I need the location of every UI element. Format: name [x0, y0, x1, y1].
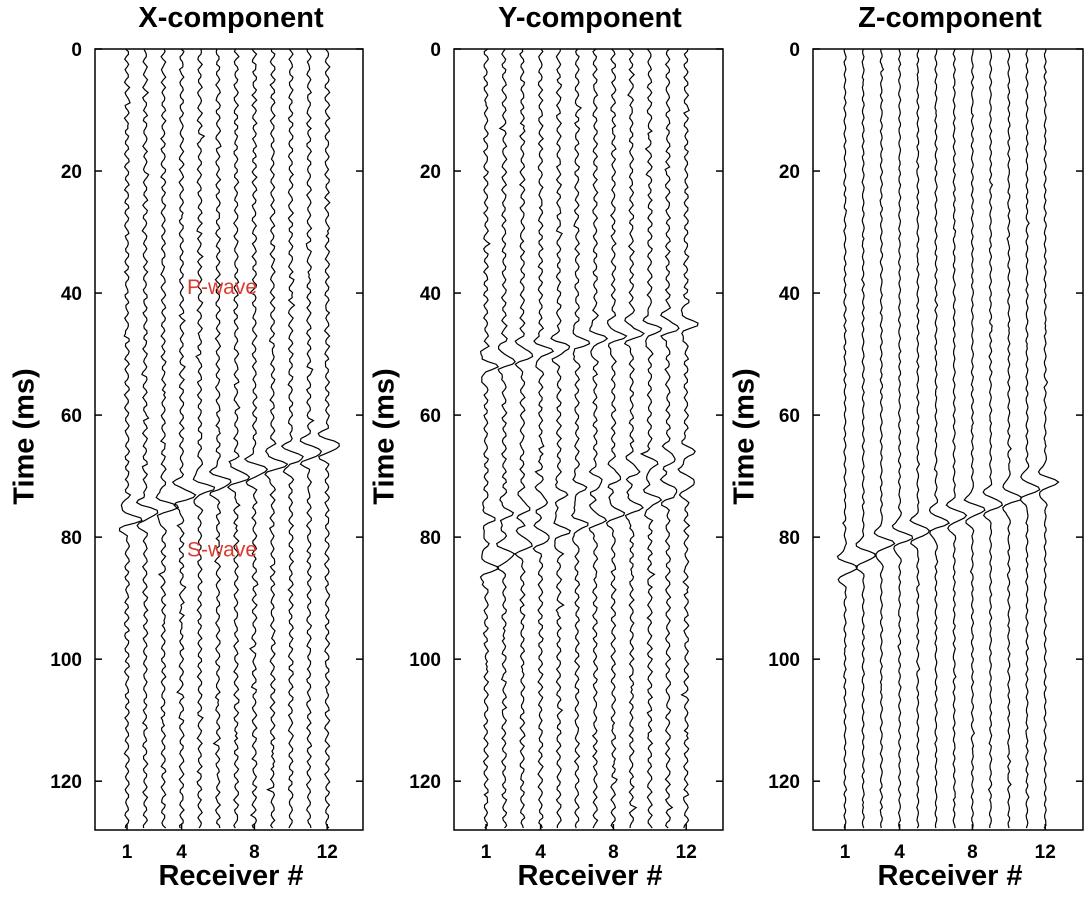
x-tick-label: 8 [608, 842, 619, 863]
x-tick-label: 8 [967, 842, 978, 863]
trace-receiver-2 [135, 48, 159, 829]
y-tick-label: 60 [420, 406, 441, 427]
panel-title-y: Y-component [498, 2, 682, 34]
panel-3: 0 20 40 60 80 100 120 1 4 8 12 [768, 40, 1084, 863]
x-tick-label: 1 [122, 842, 133, 863]
trace-receiver-2 [495, 48, 516, 829]
trace-receiver-9 [982, 48, 1004, 829]
y-tick-label: 100 [768, 650, 800, 671]
trace-receiver-4 [171, 48, 197, 829]
y-tick-label: 0 [789, 40, 800, 61]
annotation-p-wave: P-wave [187, 276, 257, 299]
y-tick-label: 40 [61, 284, 82, 305]
x-tick-label: 12 [676, 842, 697, 863]
trace-receiver-1 [118, 48, 143, 829]
trace-receiver-12 [317, 48, 340, 829]
y-tick-label: 100 [50, 650, 82, 671]
trace-receiver-11 [299, 48, 323, 829]
trace-receiver-6 [570, 48, 591, 829]
trace-receiver-8 [243, 48, 269, 829]
trace-receiver-6 [928, 48, 951, 829]
x-tick-label: 4 [176, 842, 187, 863]
x-axis-label-z: Receiver # [877, 860, 1023, 892]
y-tick-label: 40 [779, 284, 800, 305]
y-tick-label: 120 [768, 772, 800, 793]
trace-receiver-5 [192, 48, 216, 829]
panel-title-z: Z-component [858, 2, 1042, 34]
trace-receiver-9 [264, 48, 289, 829]
plot-frame [94, 48, 364, 831]
y-tick-label: 20 [779, 162, 800, 183]
trace-receiver-1 [479, 48, 500, 829]
trace-receiver-3 [514, 48, 534, 829]
x-tick-label: 12 [1035, 842, 1056, 863]
y-tick-label: 100 [409, 650, 441, 671]
plot-frame [453, 48, 724, 831]
x-tick-label: 8 [249, 842, 260, 863]
x-tick-label: 1 [481, 842, 492, 863]
trace-receiver-6 [208, 48, 232, 829]
x-axis-label-y: Receiver # [517, 860, 663, 892]
y-tick-label: 40 [420, 284, 441, 305]
trace-receiver-12 [677, 48, 699, 829]
plot-frame [812, 48, 1084, 831]
trace-receiver-11 [659, 48, 680, 829]
x-tick-label: 12 [317, 842, 338, 863]
trace-receiver-7 [588, 48, 609, 829]
y-tick-label: 80 [61, 528, 82, 549]
trace-receiver-10 [1002, 48, 1023, 829]
trace-receiver-4 [891, 48, 914, 829]
x-tick-label: 1 [840, 842, 851, 863]
y-tick-label: 80 [420, 528, 441, 549]
y-tick-label: 0 [71, 40, 82, 61]
x-tick-label: 4 [535, 842, 546, 863]
trace-receiver-3 [155, 48, 180, 829]
trace-receiver-8 [605, 48, 628, 829]
y-tick-label: 60 [779, 406, 800, 427]
y-tick-label: 0 [430, 40, 441, 61]
trace-receiver-9 [623, 48, 645, 829]
trace-receiver-1 [836, 48, 859, 829]
y-tick-label: 20 [61, 162, 82, 183]
trace-receiver-10 [280, 48, 304, 829]
trace-receiver-3 [873, 48, 896, 829]
annotation-s-wave: S-wave [187, 538, 257, 561]
trace-receiver-8 [963, 48, 986, 829]
trace-receiver-4 [532, 48, 555, 829]
y-tick-label: 60 [61, 406, 82, 427]
trace-receiver-10 [639, 48, 663, 829]
x-tick-label: 4 [894, 842, 905, 863]
panel-title-x: X-component [138, 2, 324, 34]
trace-receiver-7 [226, 48, 251, 829]
trace-receiver-2 [855, 48, 876, 829]
trace-receiver-11 [1019, 48, 1041, 829]
trace-receiver-7 [945, 48, 968, 829]
x-axis-label-x: Receiver # [158, 860, 304, 892]
trace-receiver-12 [1037, 48, 1060, 829]
panel-1: 0 20 40 60 80 100 120 1 4 8 12 P-wave S-wave [50, 40, 364, 863]
trace-receiver-5 [909, 48, 931, 829]
y-tick-label: 80 [779, 528, 800, 549]
trace-receiver-5 [550, 48, 572, 829]
y-tick-label: 120 [409, 772, 441, 793]
panel-2: 0 20 40 60 80 100 120 1 4 8 12 [409, 40, 724, 863]
y-tick-label: 20 [420, 162, 441, 183]
y-tick-label: 120 [50, 772, 82, 793]
